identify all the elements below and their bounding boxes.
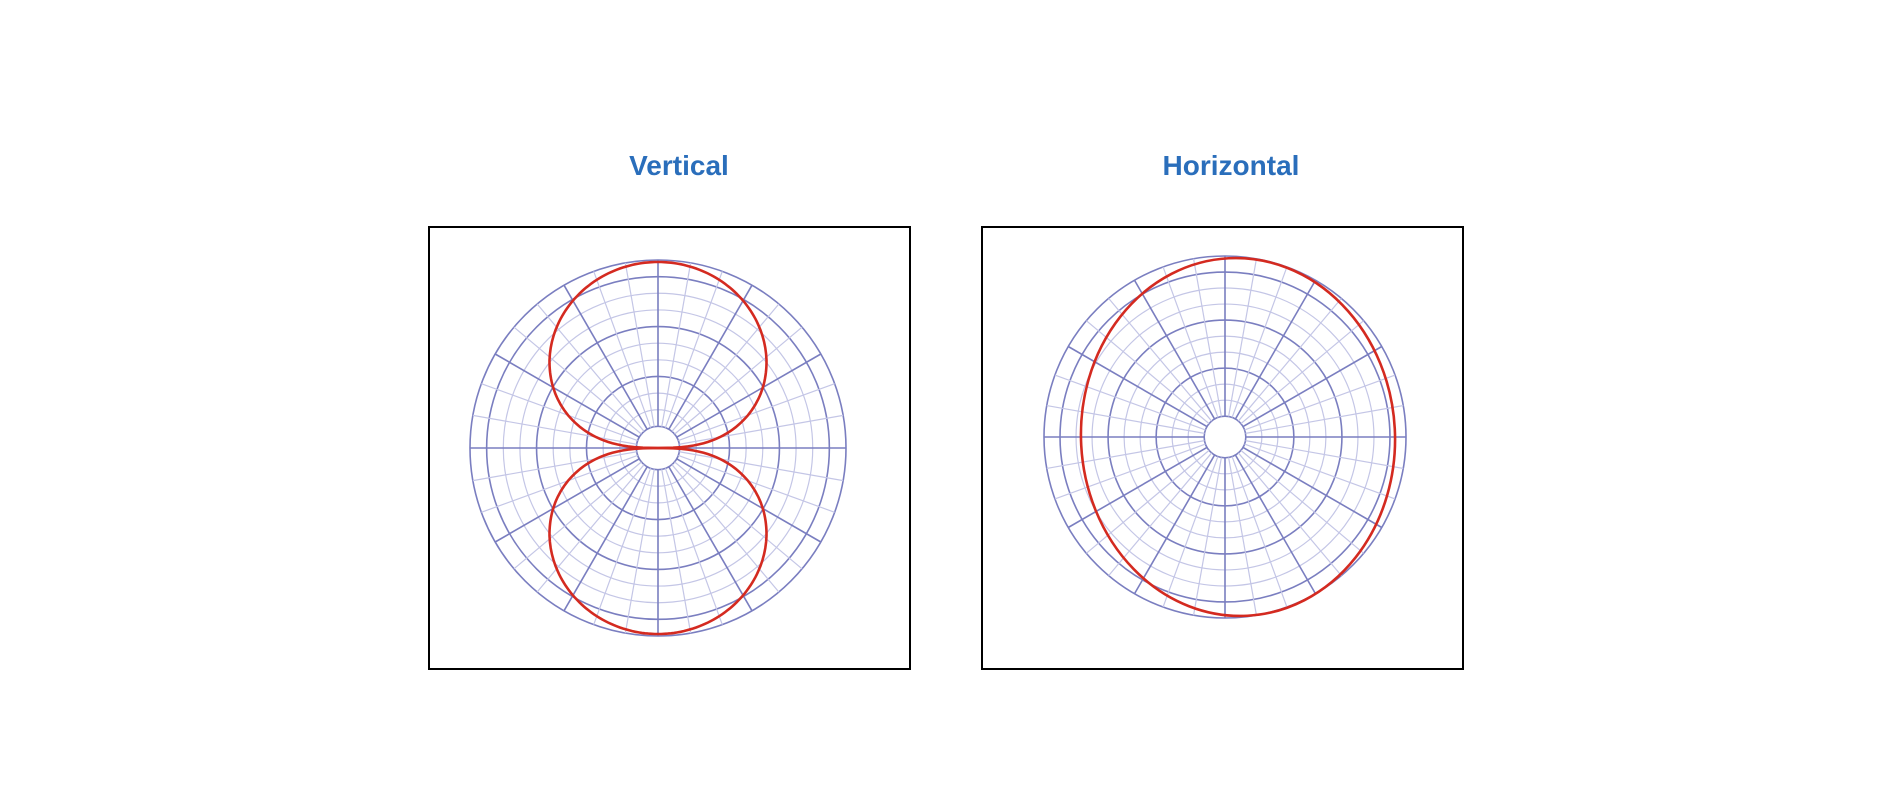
grid-spoke bbox=[593, 468, 652, 625]
grid-spoke bbox=[1067, 345, 1208, 428]
grid-spoke bbox=[1237, 297, 1342, 422]
grid-spoke bbox=[624, 469, 655, 634]
grid-spoke bbox=[1234, 279, 1317, 420]
grid-spoke bbox=[472, 414, 637, 445]
grid-spoke bbox=[674, 461, 803, 570]
grid-spoke bbox=[676, 353, 822, 438]
grid-spoke bbox=[1054, 374, 1206, 431]
grid-spoke bbox=[1108, 452, 1213, 577]
pattern-title: Horizontal bbox=[1163, 150, 1300, 181]
grid-spoke bbox=[472, 451, 637, 482]
grid-spoke bbox=[1244, 443, 1396, 500]
grid-spoke bbox=[1085, 449, 1210, 554]
grid-spoke bbox=[1240, 320, 1365, 425]
grid-spoke bbox=[671, 464, 780, 593]
grid-spoke bbox=[1231, 266, 1288, 418]
grid-spoke bbox=[1192, 457, 1222, 616]
grid-spoke bbox=[679, 451, 844, 482]
pattern-frame bbox=[981, 226, 1464, 670]
grid-spoke bbox=[1240, 449, 1365, 554]
grid-spoke bbox=[513, 326, 642, 435]
grid-spoke bbox=[624, 262, 655, 427]
grid-spoke bbox=[1192, 258, 1222, 417]
grid-spoke bbox=[1108, 297, 1213, 422]
radiation-pattern bbox=[1079, 256, 1397, 618]
grid-spoke bbox=[1242, 345, 1383, 428]
grid-spoke bbox=[671, 303, 780, 432]
grid-spoke bbox=[1133, 279, 1216, 420]
grid-spoke bbox=[494, 353, 640, 438]
grid-spoke bbox=[1067, 446, 1208, 529]
grid-spoke bbox=[481, 383, 638, 442]
grid-spoke bbox=[563, 284, 648, 430]
grid-spoke bbox=[1245, 440, 1404, 470]
grid-spoke bbox=[1231, 456, 1288, 608]
radiation-pattern bbox=[548, 260, 768, 636]
grid-spoke bbox=[1245, 404, 1404, 434]
grid-spoke bbox=[679, 414, 844, 445]
grid-spoke bbox=[1234, 454, 1317, 595]
grid-spoke bbox=[664, 271, 723, 428]
grid-spoke bbox=[1228, 258, 1258, 417]
grid-spoke bbox=[536, 303, 645, 432]
grid-spoke bbox=[678, 454, 835, 513]
grid-spoke bbox=[563, 466, 648, 612]
grid-spoke bbox=[1046, 404, 1205, 434]
grid-spoke bbox=[674, 326, 803, 435]
grid-spoke bbox=[661, 262, 692, 427]
grid-spoke bbox=[1228, 457, 1258, 616]
grid-spoke bbox=[494, 458, 640, 543]
grid-spoke bbox=[593, 271, 652, 428]
grid-spoke bbox=[1162, 266, 1219, 418]
grid-spoke bbox=[1046, 440, 1205, 470]
grid-spoke bbox=[676, 458, 822, 543]
grid-spoke bbox=[513, 461, 642, 570]
grid-spoke bbox=[1133, 454, 1216, 595]
grid-spoke bbox=[661, 469, 692, 634]
grid-spoke bbox=[668, 466, 753, 612]
pattern-title: Vertical bbox=[629, 150, 729, 181]
grid-spoke bbox=[481, 454, 638, 513]
grid-spoke bbox=[668, 284, 753, 430]
grid-spoke bbox=[664, 468, 723, 625]
grid-spoke bbox=[1242, 446, 1383, 529]
grid-spoke bbox=[1162, 456, 1219, 608]
grid-spoke bbox=[678, 383, 835, 442]
grid-spoke bbox=[1054, 443, 1206, 500]
grid-spoke bbox=[536, 464, 645, 593]
grid-spoke bbox=[1237, 452, 1342, 577]
grid-spoke bbox=[1244, 374, 1396, 431]
